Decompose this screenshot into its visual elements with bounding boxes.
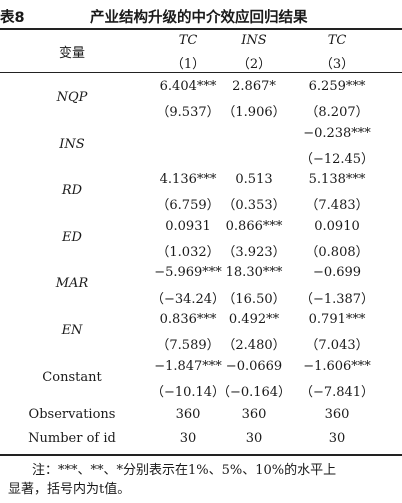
column-header-index: （2） [236,57,272,72]
stat-value: 30 [179,431,197,446]
coefficient-cell: −0.0669 [225,359,283,374]
t-stat-cell: （3.923） [222,245,286,260]
stat-label: Number of id [28,431,116,446]
table-title: 表8 产业结构升级的中介效应回归结果 [0,4,402,26]
column-header-name: INS [241,33,267,48]
t-stat-cell: （−34.24） [150,292,226,307]
t-stat-cell: （−12.45） [299,152,375,167]
coefficient-cell: −0.699 [312,265,362,280]
note-line-2: 显著，括号内为t值。 [8,482,131,497]
t-stat-cell: （−1.387） [299,292,375,307]
table-note: 注：***、**、*分别表示在1%、5%、10%的水平上 显著，括号内为t值。 [8,461,396,499]
t-stat-cell: （6.759） [156,198,220,213]
row-label: NQP [56,90,88,105]
t-stat-cell: （8.207） [305,105,369,120]
coefficient-cell: 0.791*** [308,312,366,327]
row-label: Constant [42,370,102,385]
bottom-rule [0,454,402,456]
coefficient-cell: 2.867* [232,79,276,94]
stat-value: 30 [245,431,263,446]
stat-value: 360 [324,407,350,422]
header-rule [0,72,402,73]
t-stat-cell: （7.483） [305,198,369,213]
t-stat-cell: （2.480） [222,338,286,353]
t-stat-cell: （1.032） [156,245,220,260]
row-label: RD [61,183,83,198]
t-stat-cell: （7.043） [305,338,369,353]
t-stat-cell: （1.906） [222,105,286,120]
stat-value: 30 [328,431,346,446]
coefficient-cell: 0.0931 [165,219,211,234]
coefficient-cell: −1.606*** [303,359,371,374]
top-rule [0,28,402,30]
t-stat-cell: （−7.841） [299,385,375,400]
column-header-index: （3） [319,57,355,72]
column-header-name: TC [178,33,198,48]
stat-value: 360 [241,407,267,422]
coefficient-cell: 5.138*** [308,172,366,187]
note-line-1: 注：***、**、*分别表示在1%、5%、10%的水平上 [32,463,337,478]
coefficient-cell: 4.136*** [159,172,217,187]
coefficient-cell: −0.238*** [303,126,371,141]
coefficient-cell: 0.0910 [314,219,360,234]
column-header-name: TC [327,33,347,48]
t-stat-cell: （−0.164） [216,385,292,400]
table-caption: 产业结构升级的中介效应回归结果 [90,10,308,26]
coefficient-cell: 6.404*** [159,79,217,94]
row-label: INS [59,137,85,152]
stub-header: 变量 [58,46,86,61]
row-label: ED [62,230,82,245]
t-stat-cell: （16.50） [222,292,286,307]
t-stat-cell: （0.808） [305,245,369,260]
t-stat-cell: （7.589） [156,338,220,353]
table-number: 表8 [0,10,25,26]
coefficient-cell: 18.30*** [225,265,283,280]
row-label: EN [61,323,83,338]
stat-value: 360 [175,407,201,422]
column-header-index: （1） [170,57,206,72]
coefficient-cell: −1.847*** [154,359,222,374]
coefficient-cell: −5.969*** [154,265,222,280]
t-stat-cell: （−10.14） [150,385,226,400]
coefficient-cell: 6.259*** [308,79,366,94]
t-stat-cell: （0.353） [222,198,286,213]
t-stat-cell: （9.537） [156,105,220,120]
row-label: MAR [55,276,89,291]
coefficient-cell: 0.492** [228,312,280,327]
stat-label: Observations [28,407,116,422]
coefficient-cell: 0.836*** [159,312,217,327]
coefficient-cell: 0.513 [235,172,273,187]
coefficient-cell: 0.866*** [225,219,283,234]
